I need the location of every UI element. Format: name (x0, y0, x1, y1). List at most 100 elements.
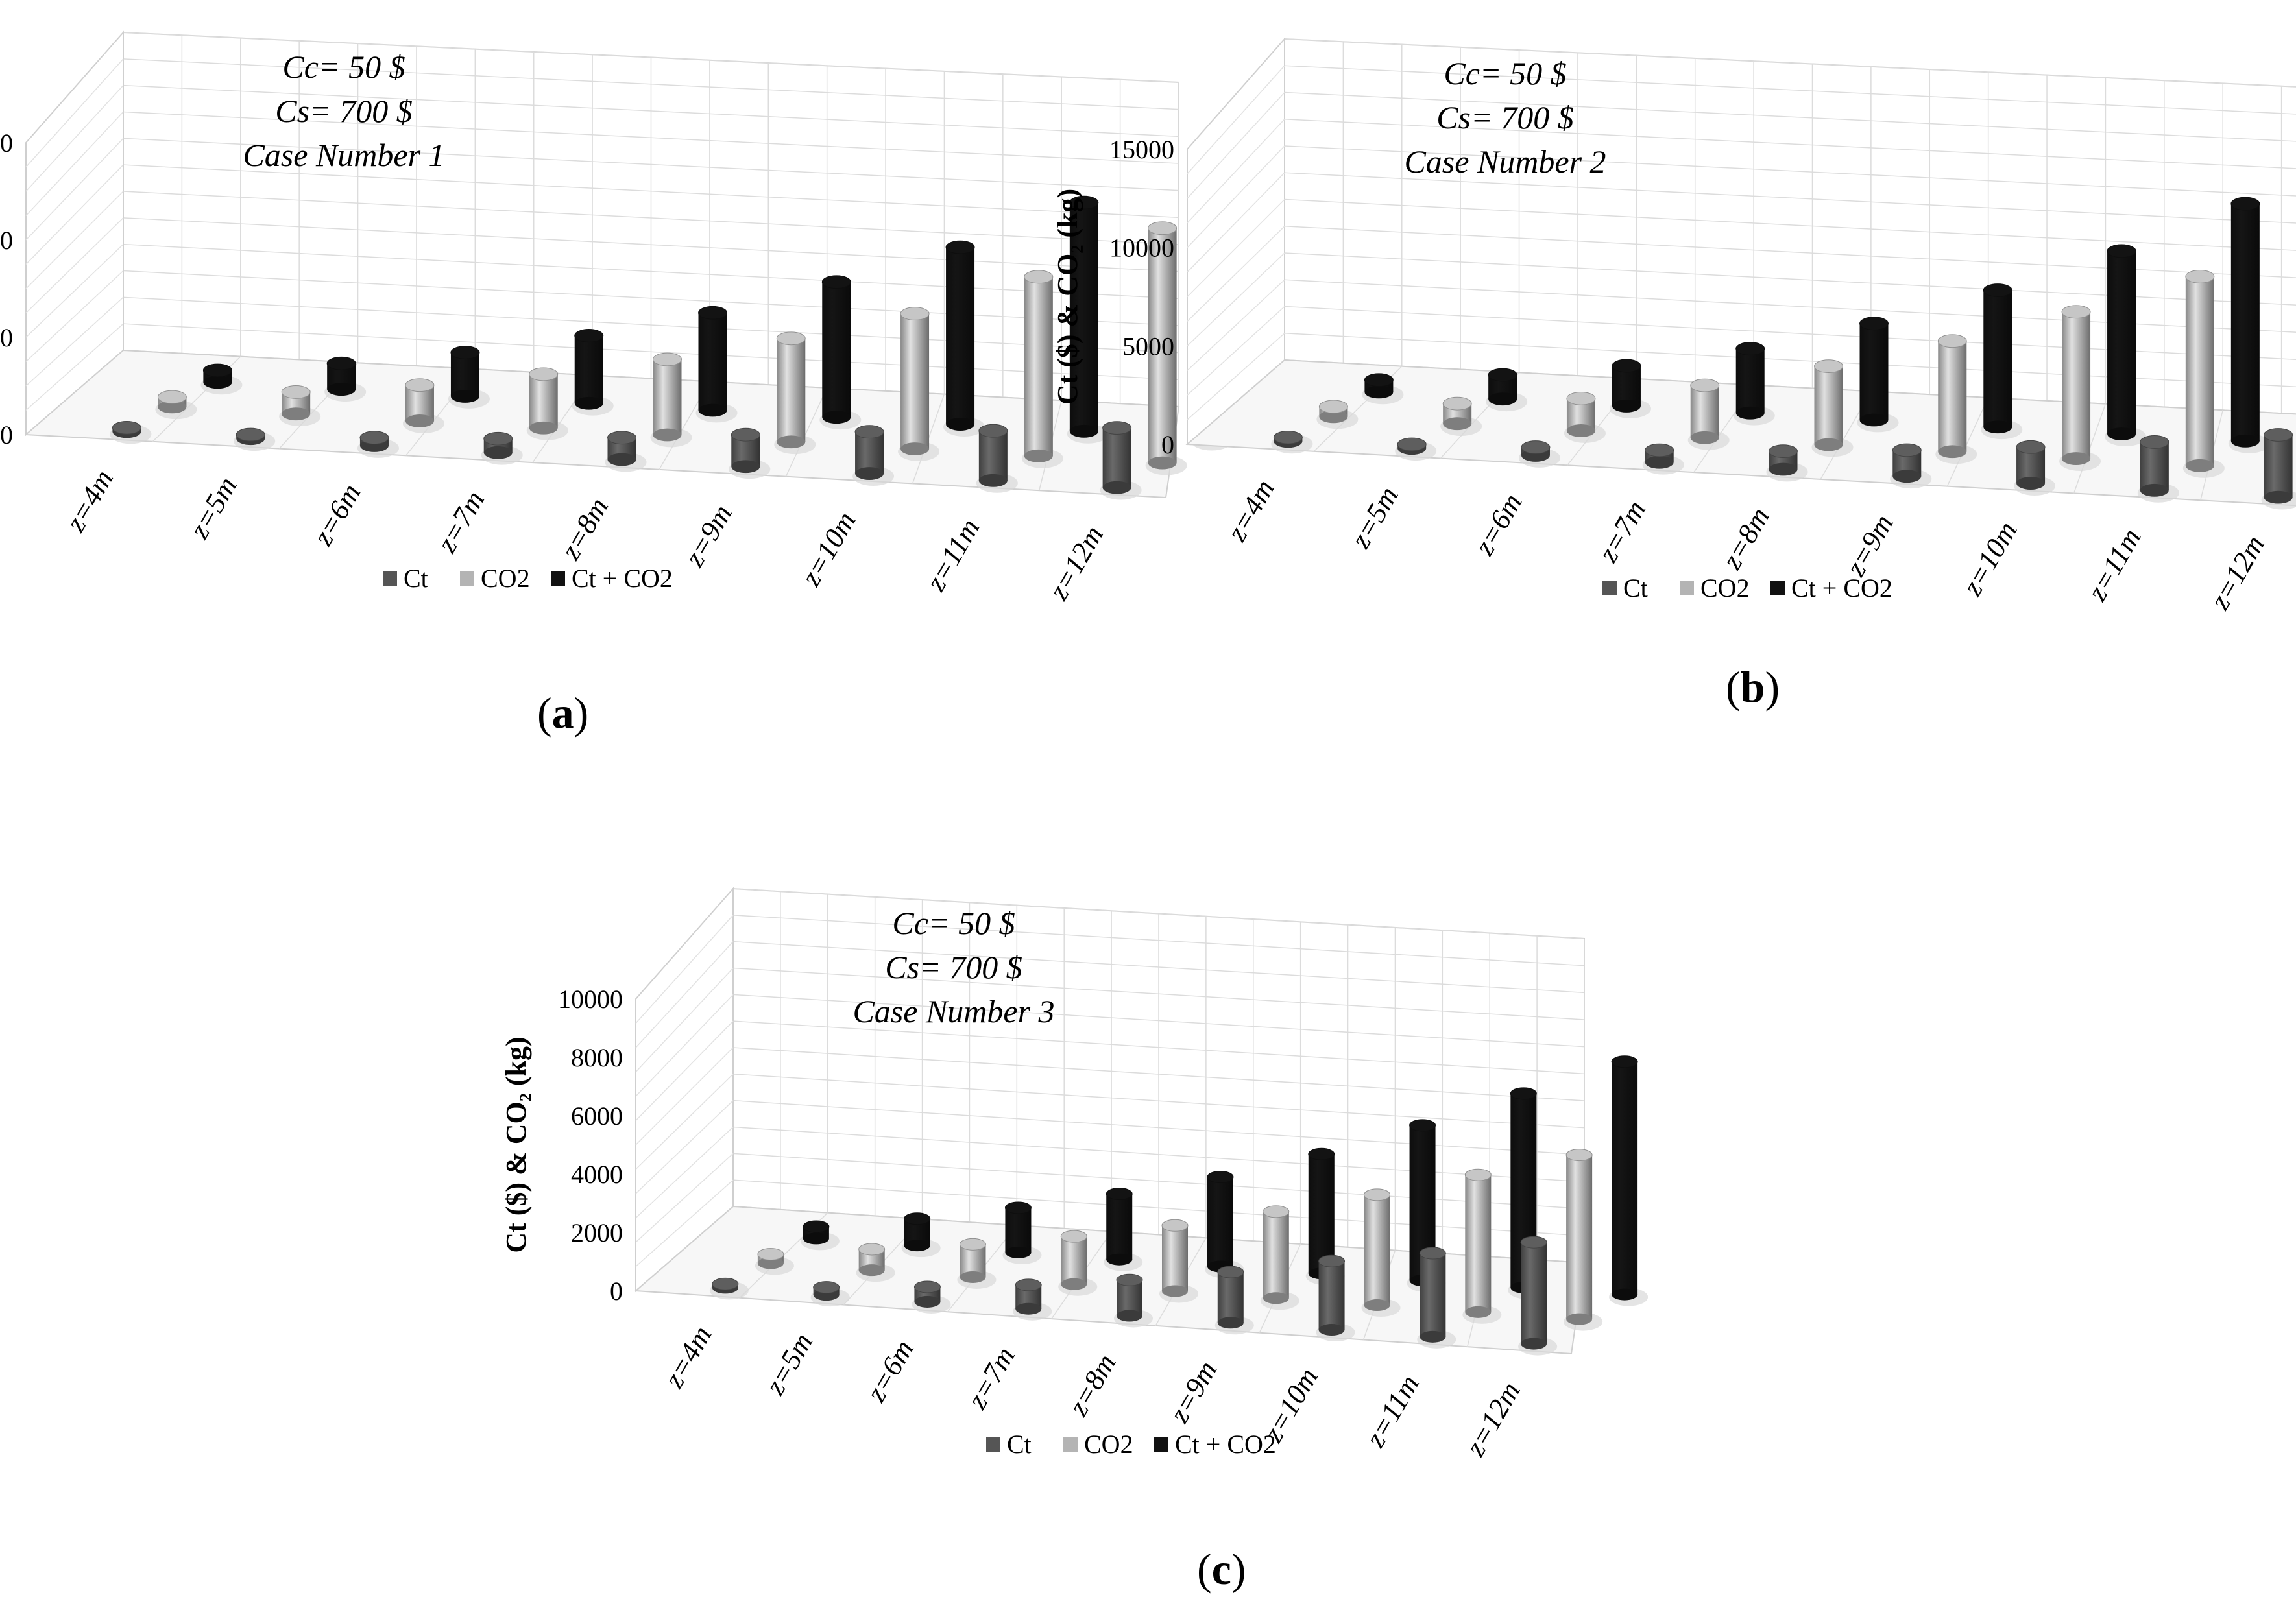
chart-0-category-label: z=7m (430, 485, 490, 558)
chart-1-cylinder-ct-co2-3 (1733, 342, 1775, 426)
chart-0-legend-label: Ct (404, 564, 428, 593)
chart-2-cylinder-ct-co2-8 (1609, 1055, 1649, 1306)
chart-1-cylinder-top (1521, 440, 1551, 454)
chart-0-cylinder-top (281, 385, 311, 399)
chart-1-cylinder-bottom (2016, 477, 2046, 490)
chart-0-cylinder-top (202, 363, 232, 378)
chart-1-category-label: z=4m (1220, 474, 1281, 547)
chart-0-cylinder-bottom (855, 467, 884, 480)
chart-2-side-grid (635, 1100, 734, 1194)
chart-2-cylinder-top (757, 1248, 784, 1261)
chart-0-cylinder-ct-7 (976, 424, 1018, 493)
chart-2-category-label: z=9m (1163, 1356, 1223, 1428)
chart-1-annotation: Cs= 700 $ (1436, 99, 1574, 136)
chart-2-cylinder-body (1318, 1261, 1345, 1330)
chart-1-cylinder-body (1938, 341, 1967, 452)
chart-0-cylinder-ct-co2-2 (448, 346, 490, 409)
chart-1-cylinder-body (1690, 385, 1719, 438)
chart-2-cylinder-bottom (1162, 1285, 1188, 1297)
chart-1-cylinder-body (2062, 311, 2091, 459)
chart-2-cylinder-co2-4 (1159, 1219, 1198, 1303)
chart-0-side-grid (25, 58, 124, 168)
chart-1-cylinder-bottom (1859, 413, 1889, 427)
chart-1-side-grid (1187, 333, 1285, 420)
chart-0-cylinder-bottom (1148, 456, 1177, 470)
chart-0-cylinder-top (157, 390, 187, 404)
chart-1-cylinder-top (2016, 440, 2046, 454)
chart-2-ylabel: Ct ($) & CO₂ (kg) (500, 1037, 532, 1253)
chart-0-side-grid (25, 244, 124, 338)
chart-0-cylinder-top (483, 431, 513, 446)
chart-0-side-grid (25, 323, 124, 411)
chart-1-category-label: z=10m (1955, 516, 2023, 602)
chart-1-hgrid (1284, 198, 2296, 251)
chart-0-legend-swatch (460, 571, 474, 586)
chart-1-category-label: z=6m (1468, 488, 1528, 560)
chart-2-cylinder-body (1061, 1236, 1087, 1284)
chart-0-cylinder-co2-3 (526, 367, 568, 440)
chart-0-cylinder-ct-co2-4 (695, 306, 738, 423)
chart-2-cylinder-bottom (1465, 1306, 1492, 1318)
chart-0-cylinder-bottom (900, 442, 930, 455)
chart-1-cylinder-top (1645, 443, 1674, 457)
chart-1-cylinder-bottom (2062, 452, 2091, 465)
chart-2-cylinder-ct-4 (1114, 1273, 1153, 1328)
chart-0-cylinder-body (777, 338, 806, 442)
chart-1-floor-grid (1946, 397, 1989, 486)
panel-label-c: (c) (1197, 1544, 1246, 1594)
chart-2-cylinder-bottom (914, 1295, 941, 1308)
chart-2-hgrid (732, 1153, 1585, 1210)
chart-2-cylinder-bottom (904, 1240, 930, 1252)
chart-2-cylinder-bottom (1521, 1338, 1547, 1350)
chart-1-side-grid (1187, 306, 1285, 396)
chart-0-cylinder-body (574, 335, 603, 403)
chart-1-ytick-label: 5000 (1122, 331, 1174, 361)
chart-1-cylinder-bottom (1443, 417, 1472, 431)
chart-0-ytick-label: 5000 (0, 323, 13, 352)
chart-0-cylinder-bottom (978, 474, 1008, 487)
chart-0-category-label: z=9m (678, 499, 738, 572)
chart-1-cylinder-top (2230, 197, 2260, 211)
chart-1-side-grid (1187, 252, 1285, 346)
chart-1-cylinder-top (2061, 305, 2091, 319)
chart-2-cylinder-ct-6 (1316, 1254, 1355, 1342)
chart-1-cylinder-bottom (1892, 470, 1922, 483)
chart-2-ytick-label: 2000 (571, 1218, 623, 1247)
chart-0-cylinder-bottom (946, 418, 975, 431)
chart-0-cylinder-co2-8 (1145, 221, 1187, 475)
chart-2-hgrid (732, 967, 1585, 1020)
chart-2-cylinder-ct-2 (912, 1280, 951, 1314)
chart-2-cylinder-ct-5 (1214, 1266, 1254, 1335)
chart-1-side-grid (1187, 226, 1285, 322)
chart-1-cylinder-body (1814, 366, 1843, 445)
chart-0-cylinder-bottom (574, 396, 603, 410)
chart-2-cylinder-ct-3 (1013, 1278, 1052, 1321)
chart-0-cylinder-top (450, 346, 480, 359)
chart-1-ylabel: Ct ($) & CO₂ (kg) (1052, 189, 1083, 405)
chart-2-cylinder-bottom (1566, 1313, 1593, 1325)
chart-0-side-grid (25, 270, 124, 363)
chart-2-category-label: z=12m (1459, 1376, 1527, 1462)
chart-2-annotation: Cc= 50 $ (892, 905, 1015, 941)
chart-2-cylinder-top (1419, 1247, 1446, 1260)
chart-0-hgrid (123, 191, 1179, 245)
chart-0-annotation: Cc= 50 $ (282, 49, 405, 85)
chart-0-cylinder-body (653, 359, 682, 435)
chart-1-cylinder-bottom (1364, 385, 1394, 399)
chart-0-cylinder-body (822, 282, 851, 418)
chart-2-cylinder-top (1464, 1168, 1492, 1181)
chart-2-cylinder-top (1106, 1188, 1133, 1201)
chart-0-cylinder-ct-co2-5 (819, 275, 862, 430)
chart-0-cylinder-ct-co2-3 (572, 329, 614, 416)
chart-1-cylinder-top (1892, 443, 1922, 457)
chart-2-hgrid (732, 1074, 1585, 1129)
panel-label-b: (b) (1726, 662, 1780, 712)
chart-1-cylinder-bottom (1769, 462, 1798, 476)
chart-2-cylinder-top (1015, 1278, 1042, 1291)
chart-0-side-grid (25, 296, 124, 387)
chart-1-cylinder-top (1273, 430, 1303, 444)
chart-1-cylinder-top (1735, 342, 1765, 355)
chart-2-legend-swatch (1154, 1437, 1168, 1452)
chart-b-svg: 0 5000 10000 15000 Ct ($) & CO₂ (kg) Cc= 50 $… (1052, 37, 2296, 616)
chart-2-side-grid (635, 1020, 734, 1122)
